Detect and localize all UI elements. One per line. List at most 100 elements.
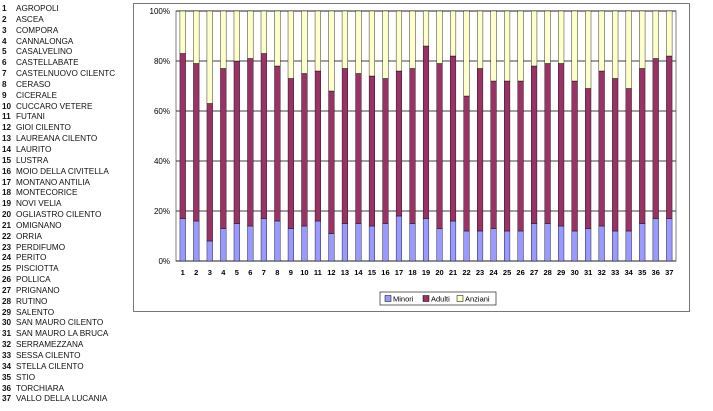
municipality-row: 20 OGLIASTRO CILENTO <box>2 210 130 221</box>
bar-segment-adulti <box>544 63 551 224</box>
municipality-name: POLLICA <box>16 275 51 285</box>
municipality-row: 37 VALLO DELLA LUCANIA <box>2 394 130 405</box>
municipality-number: 24 <box>2 253 12 263</box>
bar-segment-minori <box>666 218 673 262</box>
bar-segment-minori <box>274 220 281 262</box>
municipality-number: 30 <box>2 318 12 328</box>
bar-segment-minori <box>193 220 200 262</box>
municipality-number: 32 <box>2 340 12 350</box>
bar-segment-minori <box>220 228 227 262</box>
municipality-number: 13 <box>2 134 12 144</box>
bar-segment-adulti <box>287 78 294 229</box>
bar-segment-adulti <box>206 103 213 242</box>
municipality-name: FUTANI <box>16 112 45 122</box>
municipality-name: PRIGNANO <box>16 285 60 295</box>
bar-segment-anziani <box>652 10 659 59</box>
x-tick-label: 4 <box>221 268 226 277</box>
bar-segment-minori <box>314 220 321 262</box>
bar-segment-adulti <box>247 58 254 227</box>
municipality-row: 6 CASTELLABATE <box>2 58 130 69</box>
bar-segment-adulti <box>625 88 632 232</box>
municipality-row: 3 COMPORA <box>2 26 130 37</box>
municipality-row: 5 CASALVELINO <box>2 47 130 58</box>
bar-segment-anziani <box>368 10 375 77</box>
municipality-name: MONTANO ANTILIA <box>16 177 90 187</box>
bar-segment-adulti <box>355 73 362 224</box>
municipality-name: MOIO DELLA CIVITELLA <box>16 166 109 176</box>
municipality-number: 26 <box>2 275 12 285</box>
municipality-number: 6 <box>2 58 7 68</box>
x-tick-label: 19 <box>422 268 430 277</box>
x-tick-label: 29 <box>557 268 565 277</box>
bar-segment-anziani <box>666 10 673 57</box>
bar-segment-anziani <box>409 10 416 69</box>
municipality-number: 22 <box>2 231 12 241</box>
x-tick-label: 30 <box>570 268 578 277</box>
municipality-row: 19 NOVI VELIA <box>2 199 130 210</box>
bar-segment-minori <box>260 218 267 262</box>
municipality-number: 36 <box>2 383 12 393</box>
bar-segment-minori <box>571 230 578 262</box>
municipality-number: 11 <box>2 112 11 122</box>
municipality-name: SALENTO <box>16 307 55 317</box>
municipality-number: 34 <box>2 361 12 371</box>
bar-segment-minori <box>517 230 524 262</box>
x-tick-label: 8 <box>275 268 279 277</box>
y-tick-label: 80% <box>154 57 170 66</box>
bar-segment-adulti <box>409 68 416 224</box>
municipality-row: 2 ASCEA <box>2 15 130 26</box>
municipality-name: AGROPOLI <box>16 4 59 13</box>
bar-segment-anziani <box>639 10 646 69</box>
bar-segment-adulti <box>436 63 443 229</box>
x-tick-label: 32 <box>598 268 606 277</box>
bar-segment-anziani <box>422 10 430 47</box>
bar-segment-anziani <box>328 10 335 92</box>
bar-segment-anziani <box>598 10 605 72</box>
legend-label: Anziani <box>465 295 490 304</box>
bar-segment-minori <box>422 218 430 262</box>
municipality-row: 7 CASTELNUOVO CILENTC <box>2 69 130 80</box>
x-tick-label: 28 <box>543 268 551 277</box>
municipality-row: 11 FUTANI <box>2 112 130 123</box>
bar-segment-minori <box>585 228 592 262</box>
x-tick-label: 15 <box>368 268 376 277</box>
bar-segment-anziani <box>206 10 213 104</box>
municipality-number: 29 <box>2 307 12 317</box>
bar-segment-anziani <box>449 10 457 57</box>
bar-segment-minori <box>179 218 186 262</box>
municipality-row: 4 CANNALONGA <box>2 37 130 48</box>
municipality-name: OGLIASTRO CILENTO <box>16 210 102 220</box>
x-tick-label: 11 <box>314 268 322 277</box>
municipality-name: CUCCARO VETERE <box>16 101 93 111</box>
bar-segment-anziani <box>585 10 592 89</box>
stacked-bar-chart: 0%20%40%60%80%100%1 2 3 4 5 6 7 8 9 10 11 12 13 14 15 1… <box>150 7 677 306</box>
x-tick-label: 26 <box>516 268 524 277</box>
bar-segment-anziani <box>490 10 497 82</box>
bar-segment-adulti <box>585 88 592 229</box>
x-tick-label: 13 <box>341 268 349 277</box>
bar-segment-minori <box>382 223 389 262</box>
bar-segment-adulti <box>220 68 227 229</box>
bar-segment-minori <box>463 230 470 262</box>
bar-segment-adulti <box>449 55 457 222</box>
municipality-name: CASTELNUOVO CILENTC <box>16 69 116 79</box>
bar-segment-minori <box>301 225 308 262</box>
bar-segment-anziani <box>233 10 240 62</box>
bar-segment-adulti <box>422 45 430 219</box>
bar-segment-minori <box>206 240 213 262</box>
bar-segment-adulti <box>314 70 321 222</box>
municipality-row: 33 SESSA CILENTO <box>2 351 130 362</box>
municipality-row: 10 CUCCARO VETERE <box>2 102 130 113</box>
x-tick-label: 12 <box>327 268 335 277</box>
chart-legend <box>379 291 497 306</box>
bar-segment-adulti <box>666 55 673 219</box>
municipality-number: 14 <box>2 144 12 154</box>
x-tick-label: 18 <box>408 268 416 277</box>
bar-segment-adulti <box>463 95 470 232</box>
bar-segment-adulti <box>517 80 524 232</box>
x-tick-label: 20 <box>435 268 443 277</box>
y-tick-label: 100% <box>150 7 170 16</box>
legend-swatch <box>384 295 392 302</box>
municipality-name: LAUREANA CILENTO <box>16 134 98 144</box>
municipality-row: 35 STIO <box>2 373 130 384</box>
